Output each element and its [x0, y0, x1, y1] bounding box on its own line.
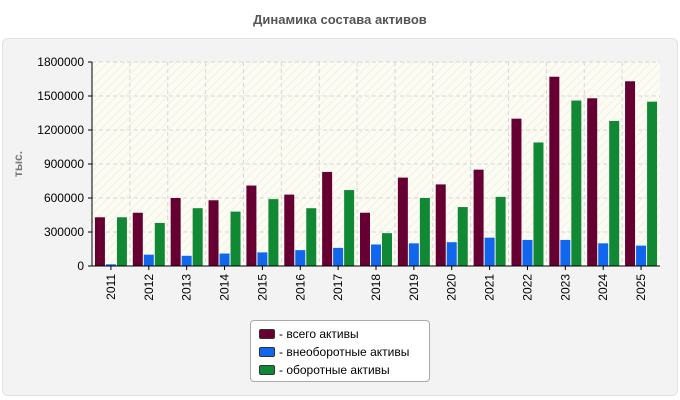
x-tick-label: 2019	[407, 274, 421, 301]
y-axis-label: тыс.	[11, 151, 25, 177]
bar-s1-2017	[333, 247, 344, 266]
bar-s2-2025	[647, 101, 658, 267]
bars-group	[94, 76, 658, 267]
y-tick-label: 1500000	[37, 89, 84, 103]
x-tick-label: 2025	[634, 274, 648, 301]
x-tick-label: 2021	[483, 274, 497, 301]
y-tick-labels: 0 300000 600000 900000 1200000 1500000 1800000	[37, 55, 84, 273]
bar-s1-2014	[219, 253, 230, 266]
y-tick-label: 300000	[44, 225, 84, 239]
legend: - всего активы - внеоборотные активы - о…	[250, 320, 430, 382]
bar-s2-2011	[116, 217, 127, 266]
x-tick-label: 2015	[255, 274, 269, 301]
bar-s2-2022	[533, 142, 544, 266]
bar-s2-2013	[192, 208, 203, 266]
y-tick-label: 900000	[44, 157, 84, 171]
x-tick-labels: 2011 2012 2013 2014 2015 2016 2017 2018 2019 2020…	[104, 274, 648, 301]
x-tick-label: 2023	[558, 274, 572, 301]
bar-s0-2024	[587, 98, 598, 267]
x-tick-label: 2016	[293, 274, 307, 301]
legend-item-noncurrent: - внеоборотные активы	[259, 343, 421, 361]
bar-s0-2025	[625, 81, 636, 267]
bar-s2-2012	[154, 222, 165, 266]
x-tick-label: 2022	[520, 274, 534, 301]
y-tick-label: 1800000	[37, 55, 84, 69]
bar-s1-2023	[560, 239, 571, 266]
chart-title: Динамика состава активов	[253, 12, 427, 27]
bar-s0-2015	[246, 185, 257, 266]
legend-item-total: - всего активы	[259, 325, 421, 343]
bar-s1-2021	[484, 237, 495, 266]
bar-s0-2018	[360, 212, 370, 266]
bar-s2-2018	[382, 233, 392, 266]
bar-s1-2022	[522, 239, 533, 266]
x-tick-label: 2020	[445, 274, 459, 301]
bar-s2-2021	[495, 196, 506, 266]
legend-item-current: - оборотные активы	[259, 361, 421, 379]
bar-s0-2016	[284, 194, 295, 266]
bar-s0-2011	[94, 217, 105, 266]
legend-label-noncurrent: - внеоборотные активы	[279, 345, 410, 359]
bar-s1-2024	[598, 243, 609, 266]
legend-swatch-current	[259, 365, 275, 375]
bar-s1-2025	[636, 245, 647, 266]
bar-s0-2012	[132, 212, 143, 266]
legend-label-total: - всего активы	[279, 327, 359, 341]
bar-s1-2013	[181, 255, 192, 266]
legend-swatch-total	[259, 329, 275, 339]
bar-s0-2022	[511, 118, 522, 267]
bar-s1-2015	[257, 252, 268, 266]
bar-s2-2024	[609, 120, 620, 266]
bar-s1-2012	[143, 254, 154, 266]
bar-s0-2017	[322, 171, 333, 266]
x-tick-label: 2018	[369, 274, 383, 301]
x-tick-label: 2024	[596, 274, 610, 301]
bar-s0-2013	[170, 198, 181, 266]
legend-swatch-noncurrent	[259, 347, 275, 357]
y-tick-label: 0	[77, 259, 84, 273]
bar-s2-2015	[268, 199, 279, 266]
bar-s1-2018	[371, 244, 381, 266]
bar-s0-2019	[397, 177, 408, 266]
bar-s0-2023	[549, 76, 560, 266]
x-tick-label: 2011	[104, 274, 118, 300]
bar-s1-2011	[105, 264, 116, 266]
bar-s2-2016	[306, 208, 317, 266]
bar-s2-2017	[344, 190, 355, 266]
bar-s1-2016	[295, 250, 306, 266]
y-tick-label: 600000	[44, 191, 84, 205]
x-tick-label: 2017	[331, 274, 345, 301]
bar-s2-2023	[571, 100, 582, 267]
bar-s0-2014	[208, 200, 219, 266]
y-tick-label: 1200000	[37, 123, 84, 137]
grid-lines	[92, 61, 660, 266]
bar-s2-2014	[230, 211, 241, 266]
axes	[88, 61, 660, 270]
bar-s1-2019	[408, 243, 419, 266]
legend-label-current: - оборотные активы	[279, 363, 390, 377]
x-tick-label: 2013	[180, 274, 194, 301]
bar-s2-2020	[457, 207, 468, 266]
bar-s0-2021	[473, 169, 484, 266]
x-tick-label: 2012	[142, 274, 156, 301]
bar-s2-2019	[419, 198, 430, 266]
bar-s1-2020	[446, 242, 457, 266]
bar-s0-2020	[435, 184, 446, 266]
x-tick-label: 2014	[218, 274, 232, 301]
